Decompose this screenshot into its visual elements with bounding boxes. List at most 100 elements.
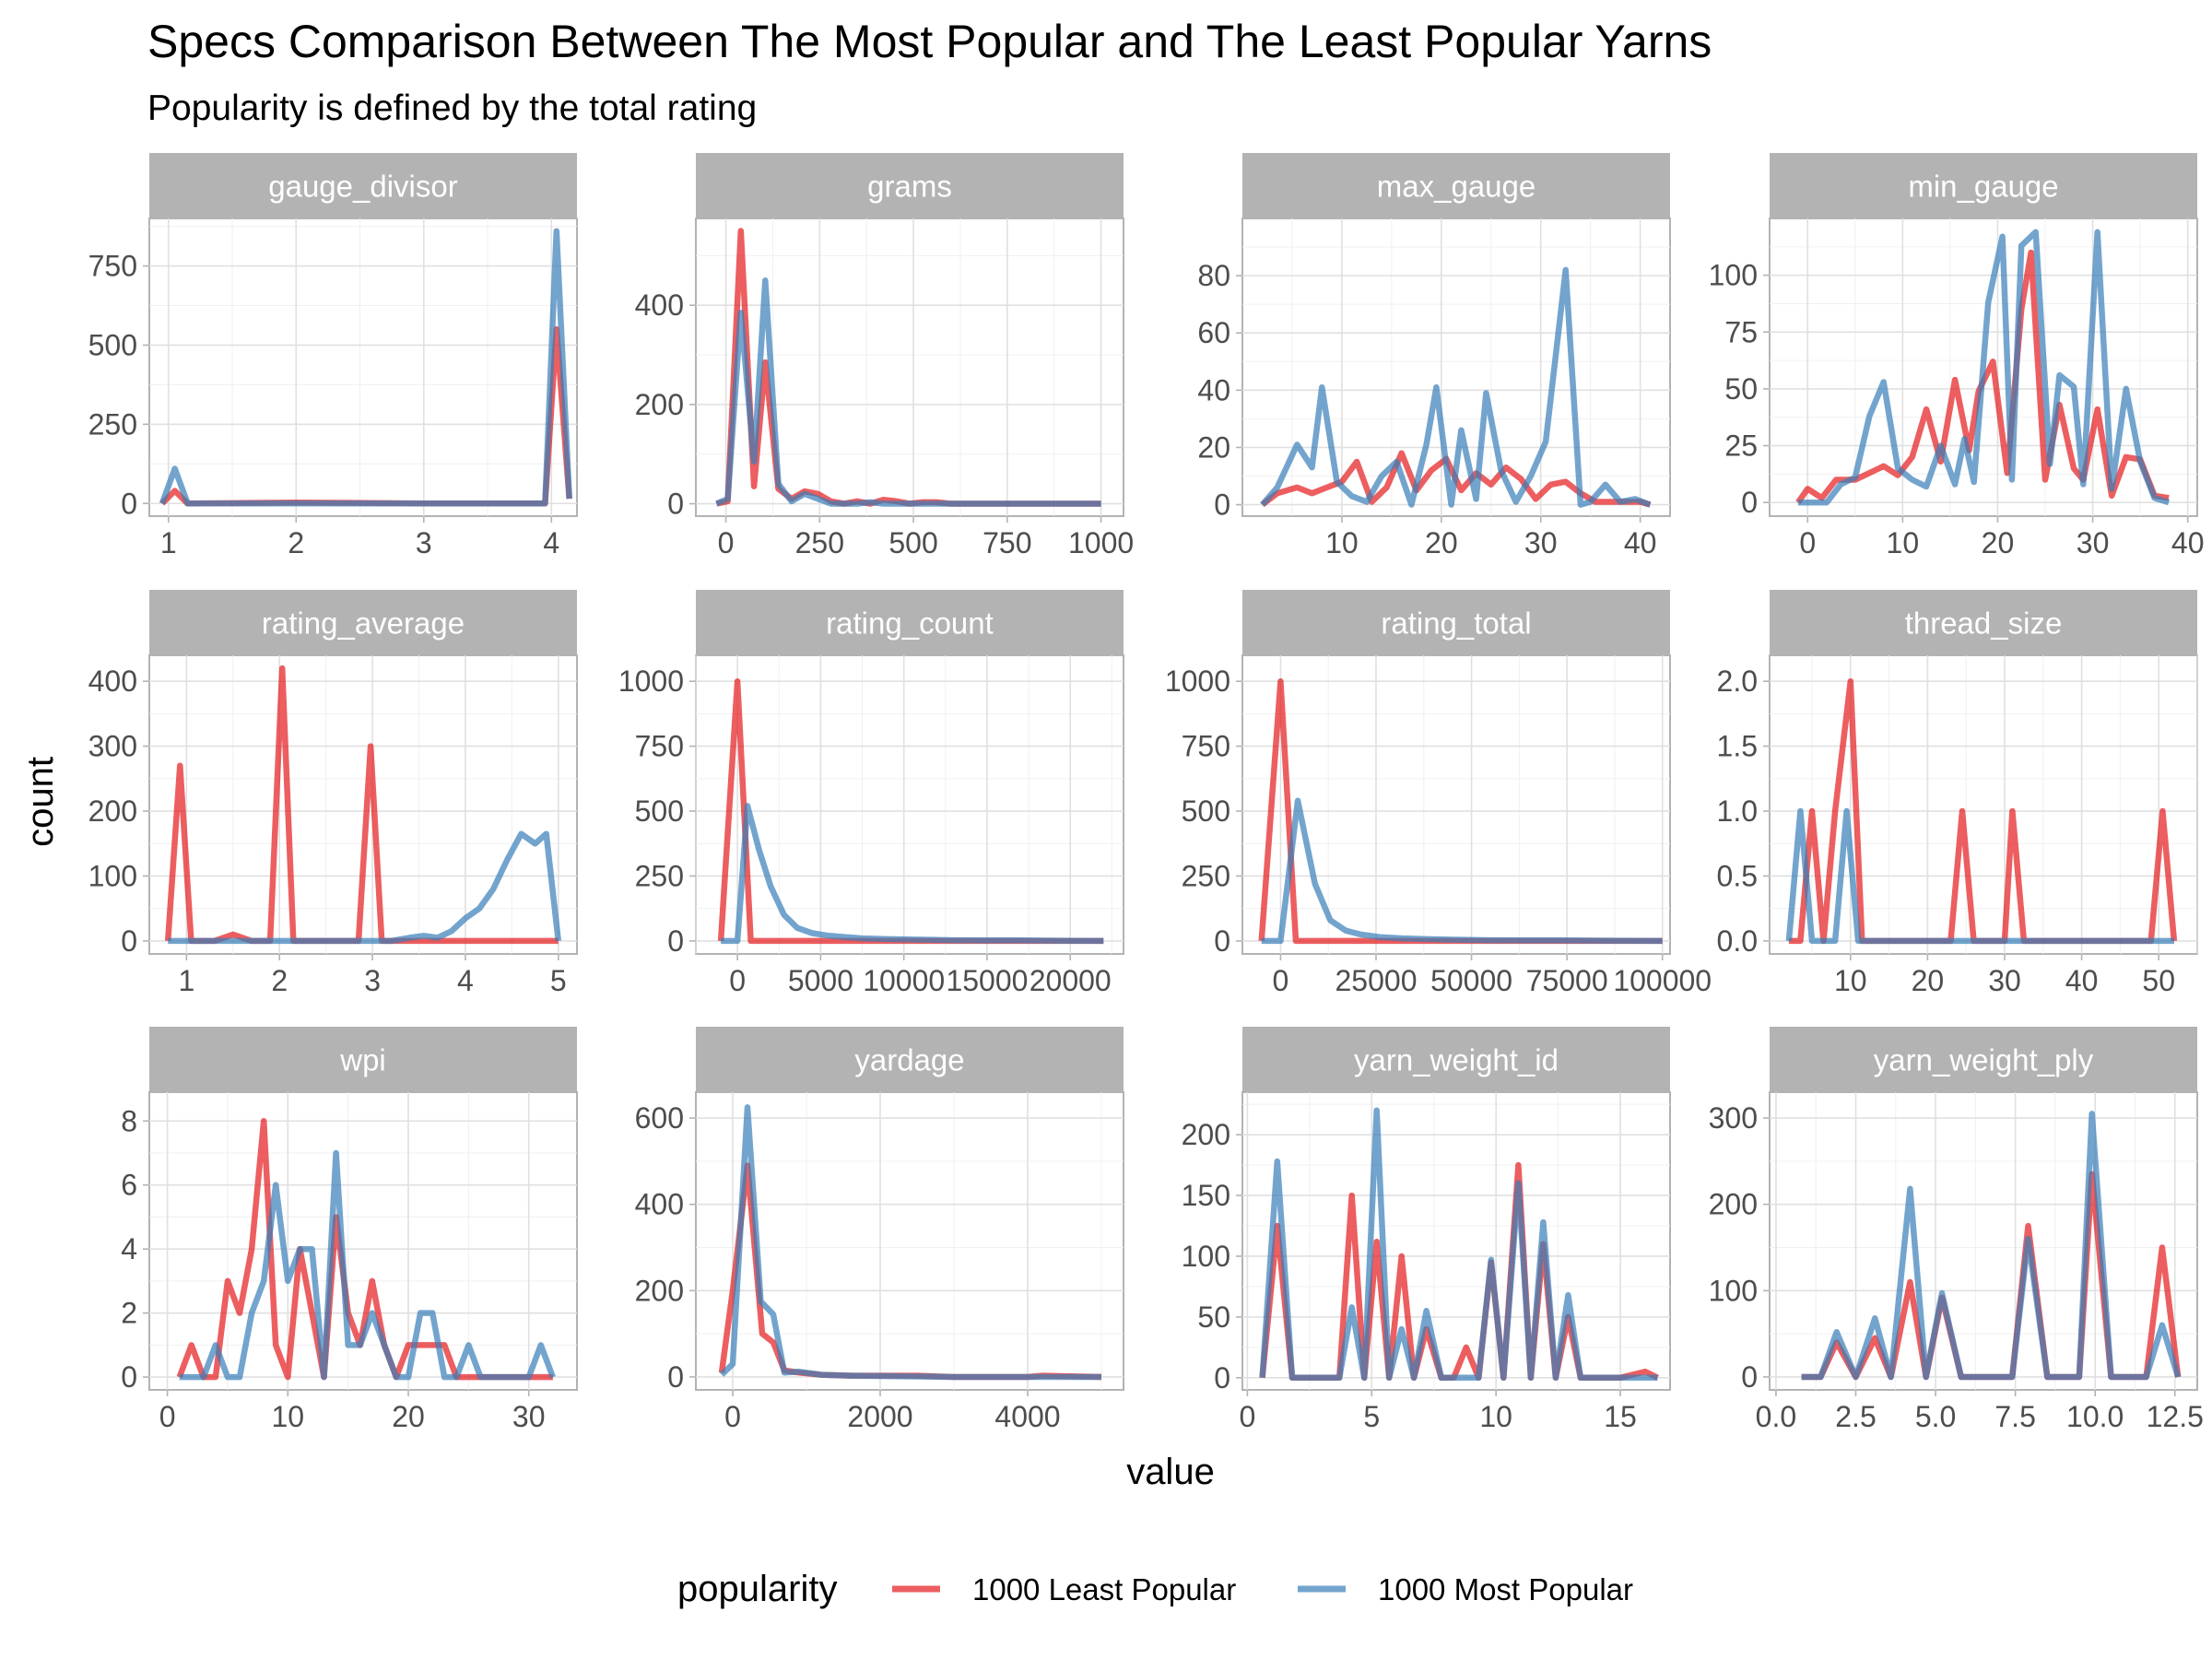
y-tick-label: 0 xyxy=(121,487,137,520)
minor-gridlines xyxy=(1770,1092,2197,1390)
y-tick-label: 1000 xyxy=(618,665,684,698)
y-tick-label: 0 xyxy=(1214,924,1230,958)
facet-wpi: wpi 0 10 20 30 0 2 4 6 8 xyxy=(121,1027,578,1433)
y-tick-label: 750 xyxy=(635,730,684,763)
x-tick-label: 10.0 xyxy=(2066,1400,2124,1433)
facet-strip-label: gauge_divisor xyxy=(268,170,457,204)
y-tick-label: 0 xyxy=(121,1360,137,1394)
series-line-most-popular xyxy=(1260,266,1652,508)
y-tick-label: 200 xyxy=(1182,1118,1230,1151)
y-tick-label: 50 xyxy=(1197,1300,1230,1334)
minor-gridlines xyxy=(1242,1092,1670,1390)
x-tick-label: 0 xyxy=(1239,1400,1255,1433)
y-tick-label: 500 xyxy=(1182,794,1230,828)
x-tick-label: 20 xyxy=(1425,526,1458,559)
x-tick-label: 100000 xyxy=(1613,964,1712,997)
legend-label-least-popular: 1000 Least Popular xyxy=(972,1572,1236,1606)
facet-strip-label: min_gauge xyxy=(1908,170,2058,204)
minor-gridlines xyxy=(1770,218,2197,516)
x-tick-label: 2 xyxy=(271,964,288,997)
y-tick-label: 0 xyxy=(121,924,137,958)
x-tick-label: 250 xyxy=(795,526,844,559)
x-tick-label: 500 xyxy=(888,526,937,559)
x-tick-label: 30 xyxy=(1988,964,2021,997)
panel-background xyxy=(695,654,1124,955)
y-tick-label: 200 xyxy=(88,794,137,828)
x-tick-label: 50 xyxy=(2142,964,2175,997)
y-tick-label: 250 xyxy=(1182,859,1230,892)
x-tick-label: 15000 xyxy=(946,964,1028,997)
y-tick-label: 80 xyxy=(1197,259,1230,292)
panel-background xyxy=(695,1091,1124,1391)
series-line-least-popular xyxy=(1795,249,2170,505)
facet-strip-label: rating_average xyxy=(262,606,465,641)
x-tick-label: 3 xyxy=(416,526,432,559)
x-tick-label: 5 xyxy=(1363,1400,1380,1433)
y-tick-label: 60 xyxy=(1197,316,1230,349)
x-tick-label: 2.5 xyxy=(1835,1400,1876,1433)
y-tick-label: 750 xyxy=(1182,730,1230,763)
series-line-most-popular xyxy=(168,830,562,945)
facet-strip xyxy=(1770,1027,2197,1092)
facet-strip-label: yarn_weight_ply xyxy=(1874,1043,2094,1077)
x-tick-label: 75000 xyxy=(1526,964,1608,997)
y-tick-label: 250 xyxy=(88,407,137,441)
y-tick-label: 300 xyxy=(88,730,137,763)
facet-yarn-weight-ply: yarn_weight_ply 0.0 2.5 5.0 7.5 10.0 12.5 0 100 2… xyxy=(1709,1027,2204,1433)
facet-strip-label: max_gauge xyxy=(1377,170,1535,204)
x-tick-label: 0 xyxy=(724,1400,741,1433)
y-tick-label: 1.0 xyxy=(1717,794,1758,828)
x-tick-label: 7.5 xyxy=(1994,1400,2035,1433)
facet-strip-label: grams xyxy=(867,170,952,204)
series-line-most-popular xyxy=(1259,1107,1658,1382)
y-tick-label: 400 xyxy=(635,288,684,322)
x-tick-label: 1 xyxy=(160,526,177,559)
facet-strip xyxy=(1242,1027,1670,1092)
y-axis-title: count xyxy=(20,757,61,847)
series-line-most-popular xyxy=(1785,807,2174,945)
y-tick-label: 200 xyxy=(635,1274,684,1307)
facet-yardage: yardage 0 2000 4000 0 200 400 600 xyxy=(635,1027,1124,1433)
panel-background xyxy=(1241,654,1671,955)
x-tick-label: 10 xyxy=(1479,1400,1512,1433)
x-axis-title: value xyxy=(1126,1452,1215,1492)
x-tick-label: 50000 xyxy=(1430,964,1512,997)
x-tick-label: 5 xyxy=(550,964,567,997)
facet-strip-label: rating_count xyxy=(826,606,994,641)
y-tick-label: 50 xyxy=(1724,372,1758,406)
series-line-most-popular xyxy=(1797,229,2171,506)
y-tick-label: 0.0 xyxy=(1717,924,1758,958)
facet-rating-average: rating_average 1 2 3 4 5 0 100 200 300 400 xyxy=(88,590,578,997)
x-tick-label: 4 xyxy=(543,526,559,559)
minor-gridlines xyxy=(1242,655,1670,954)
x-tick-label: 30 xyxy=(2077,526,2110,559)
y-tick-label: 150 xyxy=(1182,1179,1230,1212)
x-tick-label: 40 xyxy=(2065,964,2099,997)
y-tick-label: 2.0 xyxy=(1717,665,1758,698)
y-tick-label: 0 xyxy=(667,1360,684,1394)
y-tick-label: 0 xyxy=(1741,1360,1758,1394)
series-line-most-popular xyxy=(721,803,1104,945)
facet-thread-size: thread_size 10 20 30 40 50 0.0 0.5 1.0 1.5 2.0 xyxy=(1717,590,2198,997)
facet-strip-label: thread_size xyxy=(1905,606,2063,641)
legend-title: popularity xyxy=(677,1569,837,1609)
y-tick-label: 2 xyxy=(121,1297,137,1330)
x-tick-label: 10000 xyxy=(863,964,945,997)
y-tick-label: 400 xyxy=(635,1188,684,1221)
facet-grams: grams 0 250 500 750 1000 0 200 400 xyxy=(635,153,1134,559)
facet-strip xyxy=(696,1027,1124,1092)
facet-strip xyxy=(696,590,1124,655)
facet-rating-count: rating_count 0 5000 10000 15000 20000 0 250 500 7… xyxy=(618,590,1124,997)
series-line-most-popular xyxy=(1801,1111,2182,1381)
y-tick-label: 300 xyxy=(1709,1101,1758,1135)
facet-strip xyxy=(1242,153,1670,218)
x-tick-label: 15 xyxy=(1604,1400,1637,1433)
y-tick-label: 40 xyxy=(1197,373,1230,406)
facet-strip xyxy=(1770,590,2197,655)
x-tick-label: 750 xyxy=(982,526,1031,559)
y-tick-label: 250 xyxy=(635,859,684,892)
x-tick-label: 25000 xyxy=(1335,964,1418,997)
y-tick-label: 8 xyxy=(121,1104,137,1137)
